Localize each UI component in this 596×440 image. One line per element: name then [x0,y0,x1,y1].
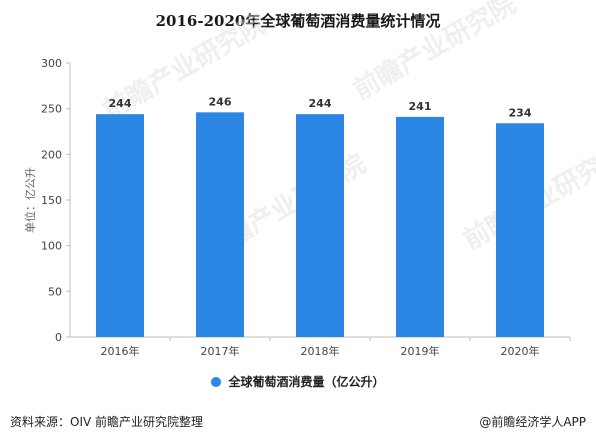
y-tick-label: 0 [55,331,62,344]
legend-label: 全球葡萄酒消费量（亿公升） [228,375,385,389]
data-label: 234 [509,106,532,119]
x-tick-label: 2020年 [501,344,540,358]
y-tick-label: 150 [41,194,62,207]
data-label: 244 [109,97,132,110]
data-label: 241 [409,100,432,113]
y-tick-label: 250 [41,103,62,116]
y-axis-title: 单位：亿公升 [23,167,37,233]
y-tick-label: 50 [48,285,62,298]
source-note: 资料来源：OIV 前瞻产业研究院整理 [10,415,204,429]
x-tick-label: 2019年 [401,344,440,358]
y-tick-label: 300 [41,57,62,70]
legend-marker [211,376,222,387]
bar [296,114,344,337]
x-tick-label: 2018年 [301,344,340,358]
chart-title: 2016-2020年全球葡萄酒消费量统计情况 [155,12,441,30]
chart-legend: 全球葡萄酒消费量（亿公升） [0,373,596,390]
y-tick-label: 100 [41,240,62,253]
bar [196,112,244,337]
x-tick-label: 2017年 [201,344,240,358]
data-label: 244 [309,97,332,110]
brand-credit: @前瞻经济学人APP [479,415,586,429]
bar [396,116,444,338]
watermark-text: 前瞻产业研究院 [348,0,521,106]
bar [96,114,144,337]
y-tick-label: 200 [41,148,62,161]
data-label: 246 [209,95,232,108]
x-tick-label: 2016年 [101,344,140,358]
bar [496,123,544,337]
